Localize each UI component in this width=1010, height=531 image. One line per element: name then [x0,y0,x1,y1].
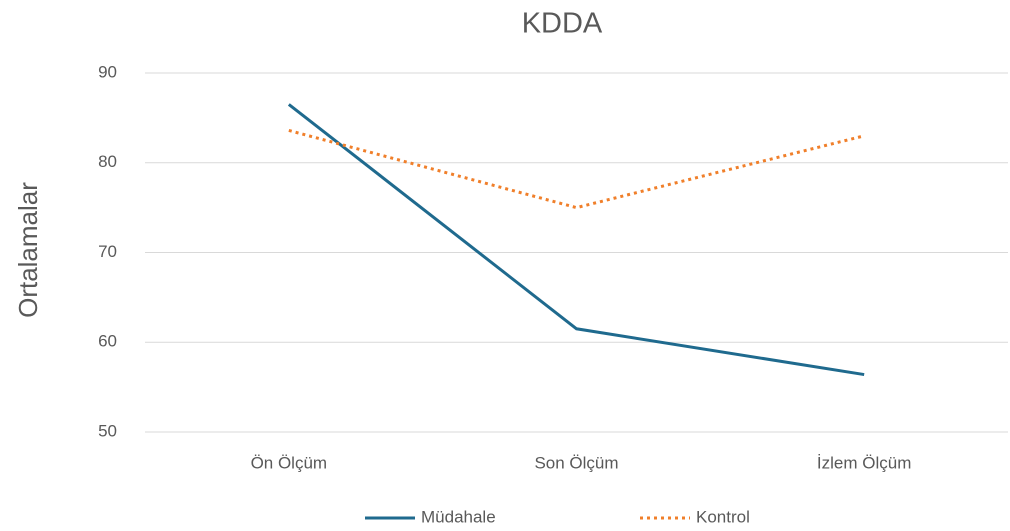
series-line [287,103,865,377]
legend-label: Kontrol [696,507,750,526]
x-tick-label: İzlem Ölçüm [817,453,911,472]
y-tick-label: 50 [98,421,117,440]
y-axis-label: Ortalamalar [13,182,43,318]
y-tick-label: 90 [98,62,117,81]
x-tick-label: Son Ölçüm [534,453,618,472]
series-line [288,128,865,210]
y-tick-label: 80 [98,152,117,171]
x-tick-label: Ön Ölçüm [251,453,328,472]
chart-title: KDDA [522,8,603,40]
y-tick-label: 60 [98,332,117,351]
y-tick-label: 70 [98,242,117,261]
legend-label: Müdahale [421,507,496,526]
